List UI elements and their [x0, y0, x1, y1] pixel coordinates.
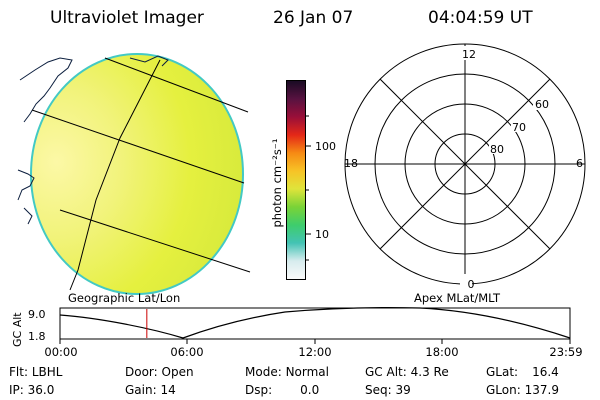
alt-xtick-1800: 18:00	[425, 345, 458, 359]
alt-xtick-0000: 00:00	[44, 345, 77, 359]
ip-label: IP:	[9, 383, 24, 397]
colorbar-unit-label: photon cm⁻²s⁻¹	[270, 138, 284, 228]
coastline-outline	[17, 55, 169, 225]
seq-label: Seq:	[365, 383, 392, 397]
alt-ylabel: GC Alt	[11, 312, 24, 347]
left-panel-caption: Geographic Lat/Lon	[68, 291, 181, 305]
seq-value: 39	[395, 383, 411, 397]
seq-field: Seq: 39	[365, 383, 411, 397]
gain-label: Gain:	[125, 383, 157, 397]
glon-label: GLon:	[486, 383, 521, 397]
filter-value: LBHL	[31, 365, 63, 379]
alt-xtick-2359: 23:59	[549, 345, 582, 359]
image-date: 26 Jan 07	[273, 8, 354, 28]
ip-field: IP: 36.0	[9, 383, 54, 397]
door-label: Door:	[125, 365, 158, 379]
glon-field: GLon: 137.9	[486, 383, 559, 397]
right-panel-caption: Apex MLat/MLT	[414, 291, 501, 305]
mlat-mlt-polar-plot: 12 0 18 6 60 70 80	[344, 43, 586, 291]
glat-label: GLat:	[486, 365, 519, 379]
lat-lon-grid	[31, 57, 251, 291]
door-field: Door: Open	[125, 365, 194, 379]
dsp-field: Dsp: 0.0	[245, 383, 319, 397]
gc-alt-field: GC Alt: 4.3 Re	[365, 365, 449, 379]
dsp-value: 0.0	[300, 383, 320, 397]
alt-xtick-0600: 06:00	[170, 345, 203, 359]
glon-value: 137.9	[524, 383, 559, 397]
mlt-label-18: 18	[344, 157, 358, 170]
filter-label: Flt:	[9, 365, 28, 379]
mlat-label-70: 70	[512, 121, 526, 134]
altitude-curve	[59, 307, 571, 339]
mlat-label-80: 80	[490, 143, 504, 156]
mlt-label-6: 6	[576, 157, 583, 170]
mlt-label-12: 12	[462, 48, 476, 61]
alt-ytick-1-8: 1.8	[28, 330, 46, 343]
filter-field: Flt: LBHL	[9, 365, 62, 379]
mode-label: Mode:	[245, 365, 282, 379]
alt-xtick-1200: 12:00	[298, 345, 331, 359]
image-time: 04:04:59 UT	[428, 8, 533, 28]
altitude-plot: GC Alt 9.0 1.8 00:00 06:00 12:00 18:00 2…	[11, 307, 583, 359]
colorbar-tick-100: 100	[315, 140, 336, 153]
color-bar	[286, 80, 306, 280]
glat-field: GLat: 16.4	[486, 365, 559, 379]
alt-ytick-9: 9.0	[28, 308, 46, 321]
gc-alt-label: GC Alt:	[365, 365, 407, 379]
door-value: Open	[161, 365, 194, 379]
gain-value: 14	[160, 383, 176, 397]
earth-disk	[30, 53, 244, 295]
gc-alt-value: 4.3 Re	[410, 365, 449, 379]
mlt-label-0: 0	[468, 278, 475, 291]
mlat-label-60: 60	[535, 98, 549, 111]
geographic-image-panel	[17, 53, 251, 295]
mode-field: Mode: Normal	[245, 365, 329, 379]
gain-field: Gain: 14	[125, 383, 176, 397]
color-bar-axis: 100 10	[306, 115, 336, 261]
mode-value: Normal	[285, 365, 329, 379]
instrument-title: Ultraviolet Imager	[50, 8, 204, 28]
dsp-label: Dsp:	[245, 383, 273, 397]
ip-value: 36.0	[27, 383, 55, 397]
colorbar-tick-10: 10	[315, 228, 329, 241]
glat-value: 16.4	[532, 365, 559, 379]
